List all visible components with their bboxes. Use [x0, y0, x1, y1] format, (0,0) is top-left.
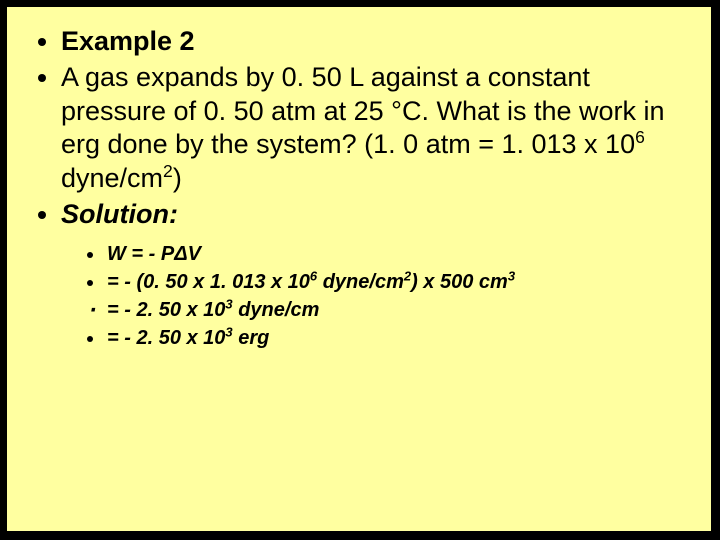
line2-sup3: 3 [508, 268, 515, 283]
work-equation-line-4: = - 2. 50 x 103 erg [105, 324, 685, 352]
line3-b: dyne/cm [233, 299, 320, 321]
solution-label: Solution: [61, 198, 685, 232]
sub-bullet-list: W = - PΔV = - (0. 50 x 1. 013 x 106 dyne… [33, 240, 685, 352]
line4-sup1: 3 [225, 324, 232, 339]
line2-a: = - (0. 50 x 1. 013 x 10 [107, 271, 310, 293]
line4-b: erg [233, 327, 270, 349]
problem-text-b: dyne/cm [61, 163, 163, 193]
work-equation-line-1: W = - PΔV [105, 240, 685, 268]
line2-c: ) x 500 cm [411, 271, 508, 293]
work-equation-line-2: = - (0. 50 x 1. 013 x 106 dyne/cm2) x 50… [105, 268, 685, 296]
problem-sup-1: 6 [635, 127, 645, 147]
line3-a: = - 2. 50 x 10 [107, 299, 225, 321]
work-equation-line-3: = - 2. 50 x 103 dyne/cm [105, 296, 685, 324]
line2-sup2: 2 [404, 268, 411, 283]
line4-a: = - 2. 50 x 10 [107, 327, 225, 349]
problem-text-c: ) [173, 163, 182, 193]
main-bullet-list: Example 2 A gas expands by 0. 50 L again… [33, 25, 685, 232]
slide-content: Example 2 A gas expands by 0. 50 L again… [7, 7, 711, 352]
example-title: Example 2 [61, 25, 685, 59]
problem-text-a: A gas expands by 0. 50 L against a const… [61, 62, 665, 160]
problem-sup-2: 2 [163, 161, 173, 181]
line2-b: dyne/cm [317, 271, 404, 293]
slide-frame: Example 2 A gas expands by 0. 50 L again… [6, 6, 712, 532]
line3-sup1: 3 [225, 296, 232, 311]
problem-statement: A gas expands by 0. 50 L against a const… [61, 61, 685, 196]
